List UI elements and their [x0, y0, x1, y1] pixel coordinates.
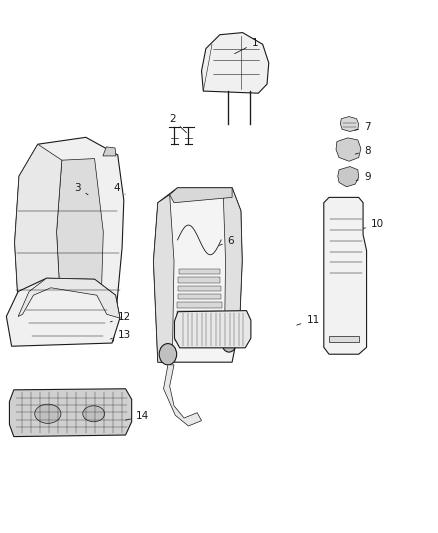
Ellipse shape — [222, 335, 236, 352]
Text: 3: 3 — [74, 183, 88, 195]
PathPatch shape — [178, 286, 221, 291]
PathPatch shape — [153, 188, 242, 362]
PathPatch shape — [18, 278, 120, 318]
PathPatch shape — [223, 188, 242, 325]
PathPatch shape — [170, 188, 232, 203]
Ellipse shape — [35, 404, 61, 423]
Text: 14: 14 — [126, 411, 149, 422]
PathPatch shape — [174, 311, 251, 348]
Text: 1: 1 — [235, 38, 258, 54]
PathPatch shape — [201, 33, 269, 93]
Text: 12: 12 — [110, 312, 131, 322]
PathPatch shape — [177, 294, 221, 300]
PathPatch shape — [153, 195, 174, 362]
PathPatch shape — [57, 159, 103, 330]
Text: 9: 9 — [356, 172, 371, 182]
PathPatch shape — [179, 269, 220, 274]
Text: 11: 11 — [297, 314, 320, 325]
PathPatch shape — [324, 197, 367, 354]
PathPatch shape — [177, 311, 222, 316]
Ellipse shape — [83, 406, 105, 422]
Text: 10: 10 — [364, 219, 384, 229]
PathPatch shape — [7, 278, 120, 346]
PathPatch shape — [340, 117, 359, 132]
PathPatch shape — [163, 365, 201, 426]
PathPatch shape — [14, 138, 124, 341]
PathPatch shape — [103, 147, 116, 156]
Text: 8: 8 — [355, 146, 371, 156]
PathPatch shape — [14, 144, 62, 341]
Text: 7: 7 — [355, 122, 371, 132]
Text: 6: 6 — [219, 236, 234, 246]
PathPatch shape — [175, 336, 223, 341]
PathPatch shape — [336, 138, 361, 161]
PathPatch shape — [176, 327, 223, 333]
Ellipse shape — [159, 344, 177, 365]
PathPatch shape — [338, 166, 359, 187]
Text: 13: 13 — [110, 329, 131, 340]
PathPatch shape — [176, 319, 223, 324]
Text: 4: 4 — [113, 183, 125, 194]
PathPatch shape — [178, 278, 220, 283]
Text: 2: 2 — [169, 114, 187, 133]
PathPatch shape — [177, 302, 222, 308]
PathPatch shape — [329, 336, 359, 342]
PathPatch shape — [10, 389, 132, 437]
